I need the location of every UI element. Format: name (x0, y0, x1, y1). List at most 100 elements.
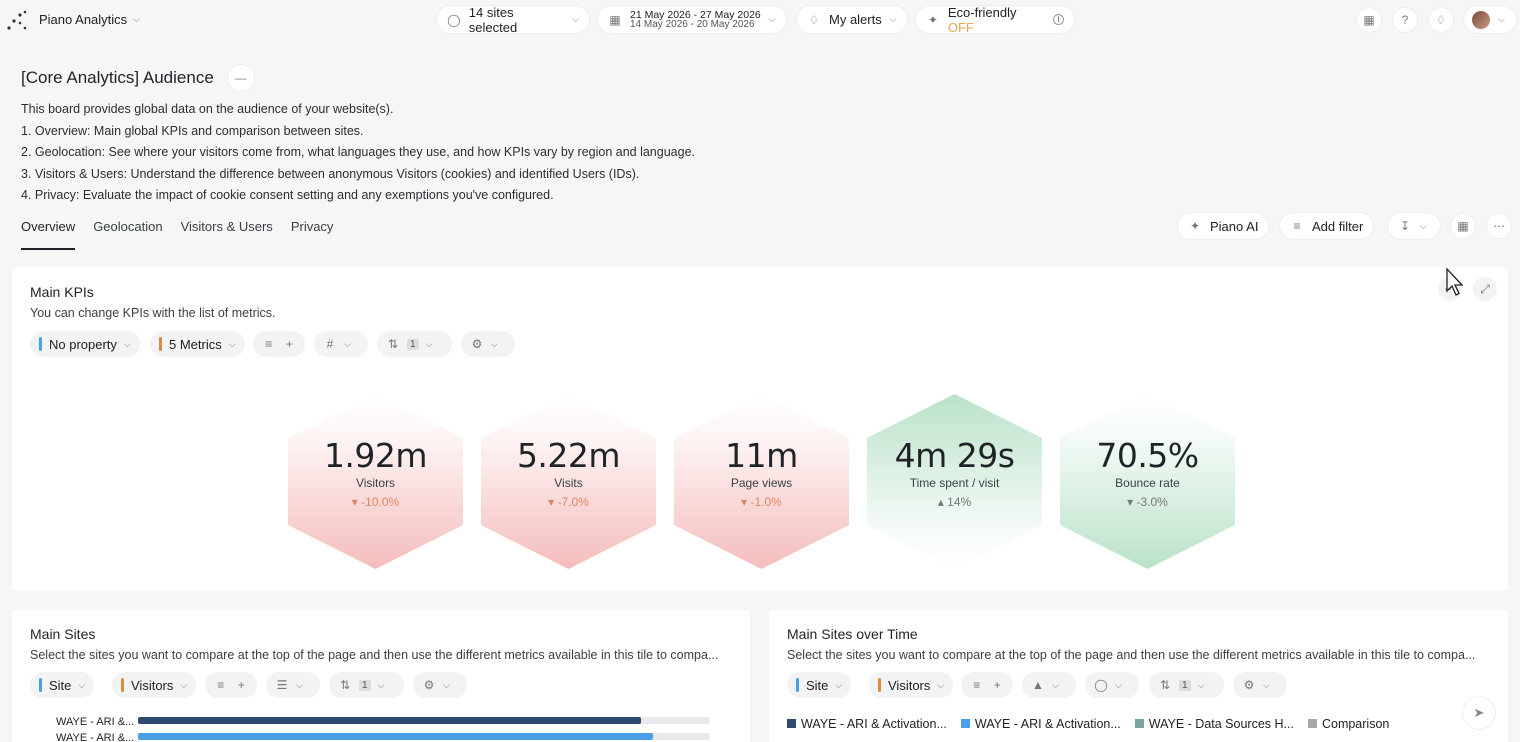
sort-icon: ⇅ (1159, 678, 1171, 692)
comparison-chip[interactable]: ◯ ⌵ (1085, 672, 1139, 698)
legend-item[interactable]: WAYE - ARI & Activation... (960, 717, 1121, 731)
chevron-down-icon: ⌵ (180, 679, 188, 690)
eco-friendly-toggle[interactable]: ✦ Eco-friendly OFF i (916, 5, 1074, 35)
kpi-card[interactable]: 70.5% Bounce rate ▾ -3.0% (1060, 394, 1235, 569)
site-selector[interactable]: ◯ 14 sites selected ⌵ (437, 5, 589, 35)
settings-chip[interactable]: ⚙ ⌵ (413, 672, 467, 698)
chevron-down-icon: ⌵ (296, 679, 303, 690)
legend-item[interactable]: Comparison (1307, 717, 1389, 731)
top-bar: Piano Analytics ⌵ ◯ 14 sites selected ⌵ … (0, 0, 1520, 38)
settings-chip[interactable]: ⚙ ⌵ (1233, 672, 1287, 698)
export-button[interactable]: ↧ ⌵ (1388, 213, 1440, 239)
tab-privacy[interactable]: Privacy (290, 219, 334, 234)
board-header: [Core Analytics] Audience — (21, 65, 254, 91)
tile-subtitle: Select the sites you want to compare at … (787, 648, 1476, 662)
settings-chip[interactable]: ⚙ ⌵ (461, 331, 515, 357)
sort-count: 1 (1179, 679, 1191, 691)
kpi-label: Visits (554, 476, 583, 490)
launch-button[interactable]: ➤ (1463, 697, 1495, 729)
description-line: 4. Privacy: Evaluate the impact of cooki… (21, 188, 554, 202)
date-range-current: 21 May 2026 - 27 May 2026 (630, 8, 761, 21)
grid-icon: ▦ (1363, 13, 1375, 27)
sort-chip[interactable]: ⇅ 1 ⌵ (1149, 672, 1224, 698)
add-grid-icon: ▦ (1457, 219, 1469, 233)
kpi-card[interactable]: 4m 29s Time spent / visit ▴ 14% (867, 394, 1042, 569)
metric-selector[interactable]: Visitors ⌵ (869, 672, 954, 698)
legend-item[interactable]: WAYE - Data Sources H... (1134, 717, 1294, 731)
sort-icon: ⇅ (387, 337, 399, 351)
metrics-chip-label: 5 Metrics (169, 336, 222, 352)
filter-chip[interactable]: ≡ + (253, 331, 305, 357)
kpi-label: Page views (730, 476, 793, 490)
add-filter-label: Add filter (1312, 218, 1364, 234)
more-options-button[interactable]: ⋯ (1487, 214, 1511, 238)
description-line: 2. Geolocation: See where your visitors … (21, 145, 695, 159)
tab-overview[interactable]: Overview (21, 219, 76, 250)
tab-visitors-users[interactable]: Visitors & Users (180, 219, 273, 234)
download-icon: ↧ (1399, 219, 1411, 233)
legend-label: WAYE - ARI & Activation... (801, 717, 947, 731)
site-bar-track (138, 717, 710, 724)
number-format-chip[interactable]: # ⌵ (314, 331, 368, 357)
app-name: Piano Analytics (39, 12, 128, 27)
filter-icon: ≡ (265, 337, 273, 351)
eco-state: OFF (947, 19, 974, 35)
notifications-button[interactable]: ♢ (1429, 8, 1453, 32)
expand-tile-button[interactable]: ⤢ (1473, 277, 1497, 301)
chart-type-chip[interactable]: ☰ ⌵ (266, 672, 320, 698)
site-bar[interactable] (138, 717, 642, 724)
site-bar-label: WAYE - ARI &... (56, 732, 135, 742)
dimension-chip-label: Site (49, 677, 72, 693)
alerts-label: My alerts (829, 12, 882, 27)
database-icon: ◯ (1094, 678, 1108, 692)
metric-selector[interactable]: Visitors ⌵ (112, 672, 197, 698)
legend-swatch (1134, 719, 1144, 728)
kpi-hexagon-icon (674, 394, 849, 569)
piano-logo-icon[interactable] (6, 9, 28, 31)
minus-icon: — (234, 71, 247, 85)
hash-icon: # (326, 337, 334, 351)
info-icon[interactable]: i (1053, 14, 1064, 25)
mouse-cursor-icon (1446, 267, 1464, 296)
tab-geolocation[interactable]: Geolocation (93, 219, 163, 234)
help-button[interactable]: ? (1393, 8, 1417, 32)
kpi-card[interactable]: 5.22m Visits ▾ -7.0% (481, 394, 656, 569)
date-range-selector[interactable]: ▦ 21 May 2026 - 27 May 2026 14 May 2026 … (598, 6, 786, 33)
piano-ai-button[interactable]: ✦ Piano AI (1178, 213, 1269, 239)
app-switcher[interactable]: Piano Analytics ⌵ (39, 12, 140, 27)
sort-chip[interactable]: ⇅ 1 ⌵ (377, 331, 452, 357)
expand-icon: ⤢ (1480, 281, 1490, 296)
kpi-label: Time spent / visit (909, 476, 1000, 490)
tile-subtitle: You can change KPIs with the list of met… (30, 306, 276, 320)
alerts-menu[interactable]: ♢ My alerts ⌵ (797, 6, 907, 33)
chart-type-chip[interactable]: ▲ ⌵ (1022, 672, 1076, 698)
chevron-down-icon: ⌵ (344, 338, 351, 349)
dimension-selector[interactable]: Site ⌵ (30, 672, 95, 698)
kpi-value: 5.22m (516, 436, 621, 475)
sort-chip[interactable]: ⇅ 1 ⌵ (329, 672, 404, 698)
legend-label: WAYE - ARI & Activation... (974, 717, 1121, 731)
property-selector[interactable]: No property ⌵ (30, 331, 140, 357)
leaf-icon: ✦ (927, 12, 938, 27)
kpi-card[interactable]: 11m Page views ▾ -1.0% (674, 394, 849, 569)
chevron-down-icon: ⌵ (491, 338, 498, 349)
add-tile-button[interactable]: ▦ (1451, 214, 1475, 238)
filter-chip[interactable]: ≡ + (961, 672, 1013, 698)
filter-chip[interactable]: ≡ + (205, 672, 257, 698)
legend-item[interactable]: WAYE - ARI & Activation... (787, 717, 947, 731)
metrics-selector[interactable]: 5 Metrics ⌵ (150, 331, 245, 357)
site-bar-label: WAYE - ARI &... (56, 716, 135, 728)
kpi-hexagon-icon (288, 394, 463, 569)
add-filter-button[interactable]: ≡ Add filter (1280, 213, 1374, 239)
rocket-icon: ➤ (1473, 705, 1485, 720)
dimension-color-bar (39, 678, 42, 692)
kpi-card[interactable]: 1.92m Visitors ▾ -10.0% (288, 394, 463, 569)
site-bar[interactable] (138, 733, 653, 740)
calendar-icon: ▦ (609, 12, 621, 27)
chevron-down-icon: ⌵ (835, 679, 843, 690)
collapse-description-button[interactable]: — (227, 65, 254, 91)
apps-grid-button[interactable]: ▦ (1357, 8, 1381, 32)
dimension-selector[interactable]: Site ⌵ (787, 672, 852, 698)
user-menu[interactable]: ⌵ (1464, 6, 1516, 33)
piano-ai-label: Piano AI (1210, 218, 1259, 234)
